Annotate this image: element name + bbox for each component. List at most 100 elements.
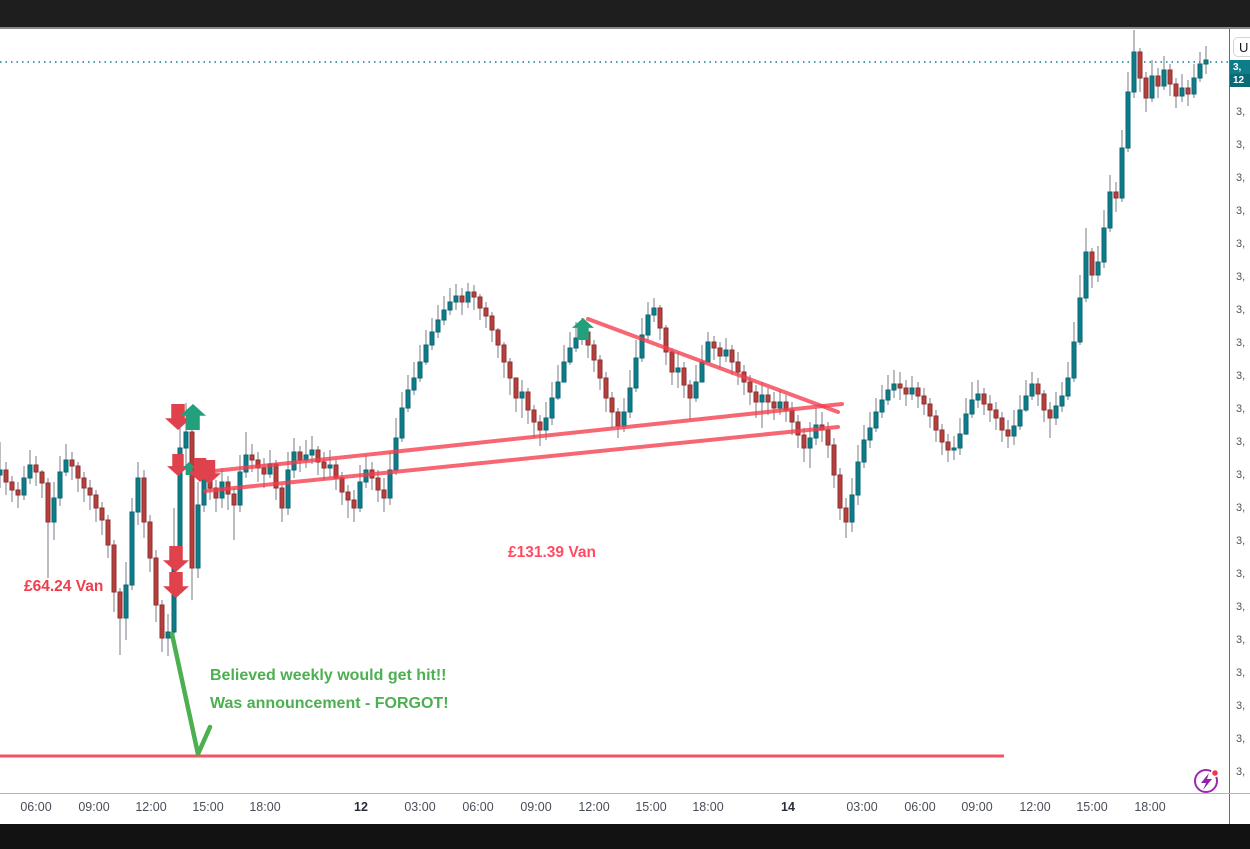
candle-body — [21, 477, 27, 496]
candle-body — [639, 334, 645, 359]
candle-body — [165, 631, 171, 639]
candle-body — [1107, 191, 1113, 229]
candle-body — [1113, 191, 1119, 199]
candle-body — [735, 361, 741, 373]
candle-body — [831, 444, 837, 476]
arrow-marker-down-icon[interactable] — [163, 572, 189, 598]
candle-body — [459, 295, 465, 303]
arrow-marker-down-icon[interactable] — [163, 546, 189, 572]
time-axis[interactable]: 06:00 09:00 12:00 15:00 18:00 12 03:00 06:00 09:… — [0, 794, 1250, 824]
candle-body — [1029, 383, 1035, 397]
price-axis[interactable]: U 3, 12 3, 3, 3, 3, 3, 3, 3, 3, 3, 3, 3, 3, 3, 3, 3, 3,… — [1230, 29, 1250, 793]
events-button[interactable] — [1192, 767, 1222, 795]
candle-body — [147, 521, 153, 559]
candle-body — [231, 493, 237, 506]
notification-dot — [1210, 768, 1220, 778]
candle-body — [717, 347, 723, 357]
candle-body — [159, 604, 165, 639]
candle-body — [1083, 251, 1089, 299]
arrow-marker-down-icon[interactable] — [197, 460, 221, 484]
candle-body — [351, 499, 357, 509]
trend-line[interactable] — [212, 402, 844, 473]
candle-body — [243, 454, 249, 473]
annotation-text[interactable]: £131.39 Van — [508, 544, 596, 561]
candle-body — [915, 387, 921, 397]
candle-body — [1005, 429, 1011, 437]
candle-body — [1089, 251, 1095, 276]
arrow-marker-down-icon[interactable] — [167, 454, 189, 476]
trend-line[interactable] — [203, 425, 840, 493]
candle-body — [867, 427, 873, 441]
price-tick-label: 3, — [1236, 667, 1246, 679]
price-tick-label: 3, — [1236, 733, 1246, 745]
candle-body — [69, 459, 75, 467]
arrow-marker-down-icon[interactable] — [165, 404, 191, 430]
candle-body — [465, 291, 471, 303]
candle-body — [1023, 395, 1029, 411]
candle-body — [1047, 409, 1053, 419]
candle-body — [933, 415, 939, 431]
candle-body — [891, 383, 897, 391]
candle-body — [975, 393, 981, 401]
candle-body — [999, 417, 1005, 431]
candle-body — [957, 433, 963, 449]
candle-body — [309, 449, 315, 456]
candle-body — [507, 361, 513, 379]
bar-countdown: 12 — [1230, 74, 1250, 87]
candle-body — [1191, 77, 1197, 95]
candle-body — [771, 401, 777, 409]
candle-body — [477, 296, 483, 309]
price-tick-label: 3, — [1236, 535, 1246, 547]
candle-body — [39, 471, 45, 484]
candle-body — [183, 431, 189, 449]
candle-body — [111, 544, 117, 593]
candle-body — [189, 431, 195, 569]
time-label: 09:00 — [78, 800, 110, 814]
candle-body — [1095, 261, 1101, 276]
time-label: 06:00 — [904, 800, 936, 814]
candle-body — [93, 494, 99, 509]
candle-body — [1155, 75, 1161, 87]
candle-body — [963, 413, 969, 435]
current-price-value: 3, — [1230, 60, 1250, 74]
candle-body — [1119, 147, 1125, 199]
annotation-arrow[interactable] — [169, 631, 213, 757]
candle-body — [627, 387, 633, 413]
candle-body — [921, 395, 927, 405]
annotation-text[interactable]: £64.24 Van — [24, 578, 103, 595]
candle-body — [993, 409, 999, 419]
candle-body — [141, 477, 147, 523]
candle-body — [693, 381, 699, 399]
price-tick-label: 3, — [1236, 271, 1246, 283]
trend-line[interactable] — [586, 317, 840, 414]
candle-body — [1101, 227, 1107, 263]
candle-body — [897, 383, 903, 389]
axis-settings-button[interactable]: U — [1233, 37, 1250, 57]
candle-body — [1011, 425, 1017, 437]
time-label: 15:00 — [635, 800, 667, 814]
candle-body — [99, 507, 105, 521]
candle-body — [0, 469, 3, 476]
time-label: 18:00 — [692, 800, 724, 814]
arrow-marker-up-icon[interactable] — [180, 404, 206, 430]
price-tick-label: 3, — [1236, 469, 1246, 481]
candle-body — [987, 403, 993, 411]
candle-body — [711, 341, 717, 349]
day-label: 12 — [354, 800, 368, 814]
candle-body — [801, 434, 807, 449]
annotation-text[interactable]: Believed weekly would get hit!! — [210, 667, 447, 684]
candle-body — [123, 584, 129, 619]
time-label: 03:00 — [846, 800, 878, 814]
candle-body — [615, 411, 621, 427]
candle-body — [789, 409, 795, 423]
candlestick-chart[interactable]: £64.24 Van £131.39 Van Believed weekly wou… — [0, 0, 1228, 793]
arrow-marker-up-icon[interactable] — [572, 318, 594, 340]
time-label: 15:00 — [192, 800, 224, 814]
candle-body — [621, 411, 627, 427]
candle-body — [747, 381, 753, 393]
candle-body — [1041, 393, 1047, 411]
annotation-text[interactable]: Was announcement - FORGOT! — [210, 695, 449, 712]
price-tick-label: 3, — [1236, 766, 1246, 778]
time-label: 18:00 — [1134, 800, 1166, 814]
